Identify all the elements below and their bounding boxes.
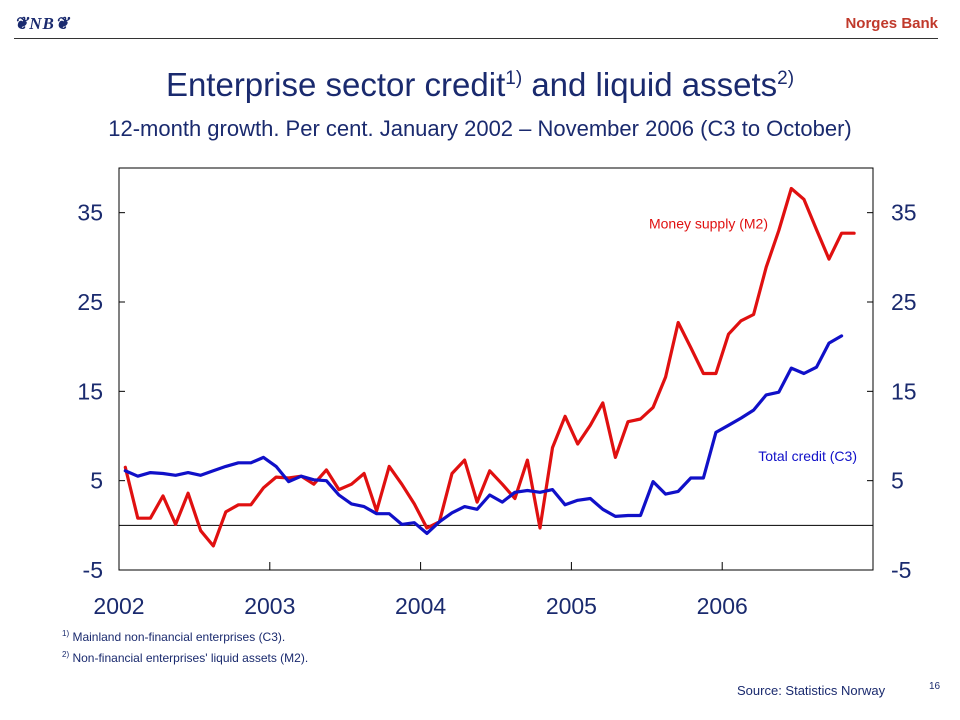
footnotes: 1) Mainland non-financial enterprises (C… xyxy=(62,625,308,667)
chart-title: Enterprise sector credit1) and liquid as… xyxy=(0,66,960,104)
bank-name: Norges Bank xyxy=(845,15,938,32)
chart-subtitle: 12-month growth. Per cent. January 2002 … xyxy=(108,116,852,141)
title-main: Enterprise sector credit xyxy=(165,66,506,103)
y-tick-label-left: 25 xyxy=(77,289,103,315)
series-label-m2: Money supply (M2) xyxy=(649,216,768,232)
y-tick-label-left: 35 xyxy=(77,200,103,226)
x-tick-label: 2006 xyxy=(697,593,748,619)
y-tick-label-left: -5 xyxy=(83,557,103,583)
y-tick-label-right: 35 xyxy=(891,200,917,226)
title-middle: and liquid assets xyxy=(522,66,778,103)
series-line-c3 xyxy=(123,334,844,536)
y-tick-label-left: 5 xyxy=(90,468,103,494)
series-label-c3: Total credit (C3) xyxy=(758,448,857,464)
header-divider xyxy=(14,38,938,39)
footnote-1: 1) Mainland non-financial enterprises (C… xyxy=(62,625,308,646)
source-note: Source: Statistics Norway xyxy=(737,683,886,698)
x-tick-label: 2002 xyxy=(93,593,144,619)
y-tick-label-right: -5 xyxy=(891,557,911,583)
y-tick-label-right: 25 xyxy=(891,289,917,315)
x-tick-label: 2003 xyxy=(244,593,295,619)
plot-frame xyxy=(118,167,874,571)
title-footnote-2: 2) xyxy=(777,68,795,89)
x-tick-label: 2004 xyxy=(395,593,446,619)
y-tick-label-right: 15 xyxy=(891,378,917,404)
x-tick-label: 2005 xyxy=(546,593,597,619)
title-footnote-1: 1) xyxy=(505,68,523,89)
y-tick-label-left: 15 xyxy=(77,378,103,404)
footnote-1-text: Mainland non-financial enterprises (C3). xyxy=(69,630,286,644)
footnote-2-text: Non-financial enterprises' liquid assets… xyxy=(69,651,309,665)
footnote-2-mark: 2) xyxy=(62,650,70,659)
series-line-m2 xyxy=(123,186,856,548)
footnote-1-mark: 1) xyxy=(62,629,70,638)
footnote-2: 2) Non-financial enterprises' liquid ass… xyxy=(62,646,308,667)
page-number: 16 xyxy=(929,681,941,692)
norges-bank-logo: ❦NB❦ xyxy=(14,14,71,33)
y-tick-label-right: 5 xyxy=(891,468,904,494)
